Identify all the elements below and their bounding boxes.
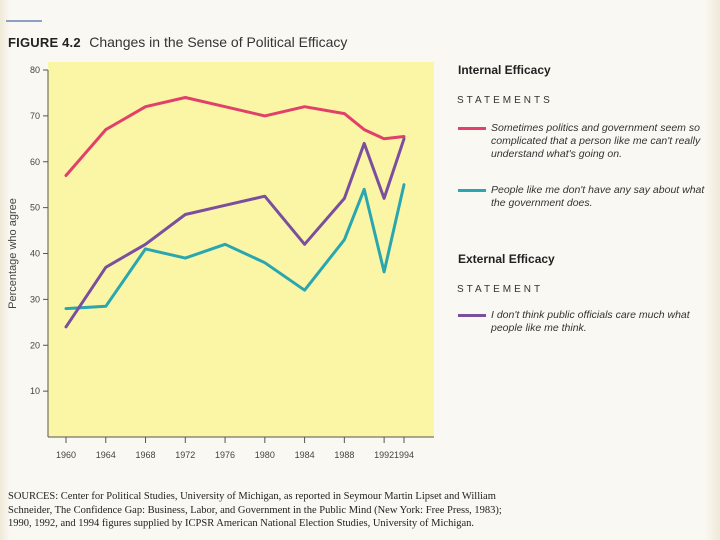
x-tick-label: 1972 — [175, 450, 195, 460]
series-line-teal — [64, 183, 406, 311]
legend-text-red: Sometimes politics and government seem s… — [491, 122, 701, 160]
legend-swatch-red — [458, 127, 486, 130]
legend-text-teal: People like me don't have any say about … — [491, 184, 705, 209]
figure-title-row: FIGURE 4.2 Changes in the Sense of Polit… — [8, 34, 347, 52]
x-tick-label: 1964 — [96, 450, 116, 460]
y-tick-label: 40 — [30, 249, 40, 259]
x-tick-label: 1968 — [136, 450, 156, 460]
y-tick-label: 50 — [30, 203, 40, 213]
figure-number: FIGURE 4.2 — [8, 35, 81, 50]
y-tick-label: 70 — [30, 111, 40, 121]
sources-note: SOURCES: Center for Political Studies, U… — [8, 491, 502, 529]
y-tick-label: 10 — [30, 386, 40, 396]
internal-efficacy-heading: Internal Efficacy — [458, 63, 551, 77]
plot-area — [48, 62, 434, 437]
series-line-red — [64, 96, 406, 177]
external-efficacy-heading: External Efficacy — [458, 252, 555, 266]
x-tick-label: 1980 — [255, 450, 275, 460]
x-tick-label: 1984 — [295, 450, 315, 460]
figure-title: Changes in the Sense of Political Effica… — [89, 34, 348, 50]
legend-swatch-purple — [458, 314, 486, 317]
series-line-purple — [64, 137, 406, 329]
external-statement-label: STATEMENT — [457, 284, 544, 295]
x-tick-label: 1988 — [334, 450, 354, 460]
internal-statements-label: STATEMENTS — [457, 95, 553, 106]
header-rule — [6, 20, 42, 22]
x-tick-label: 1960 — [56, 450, 76, 460]
y-tick-label: 20 — [30, 340, 40, 350]
x-tick-label: 1992 — [374, 450, 394, 460]
legend-swatch-teal — [458, 189, 486, 192]
legend-text-purple: I don't think public officials care much… — [491, 309, 690, 334]
y-axis-label: Percentage who agree — [7, 198, 19, 309]
y-tick-label: 30 — [30, 294, 40, 304]
x-tick-label: 1994 — [394, 450, 414, 460]
y-tick-label: 80 — [30, 65, 40, 75]
x-tick-label: 1976 — [215, 450, 235, 460]
y-tick-label: 60 — [30, 157, 40, 167]
